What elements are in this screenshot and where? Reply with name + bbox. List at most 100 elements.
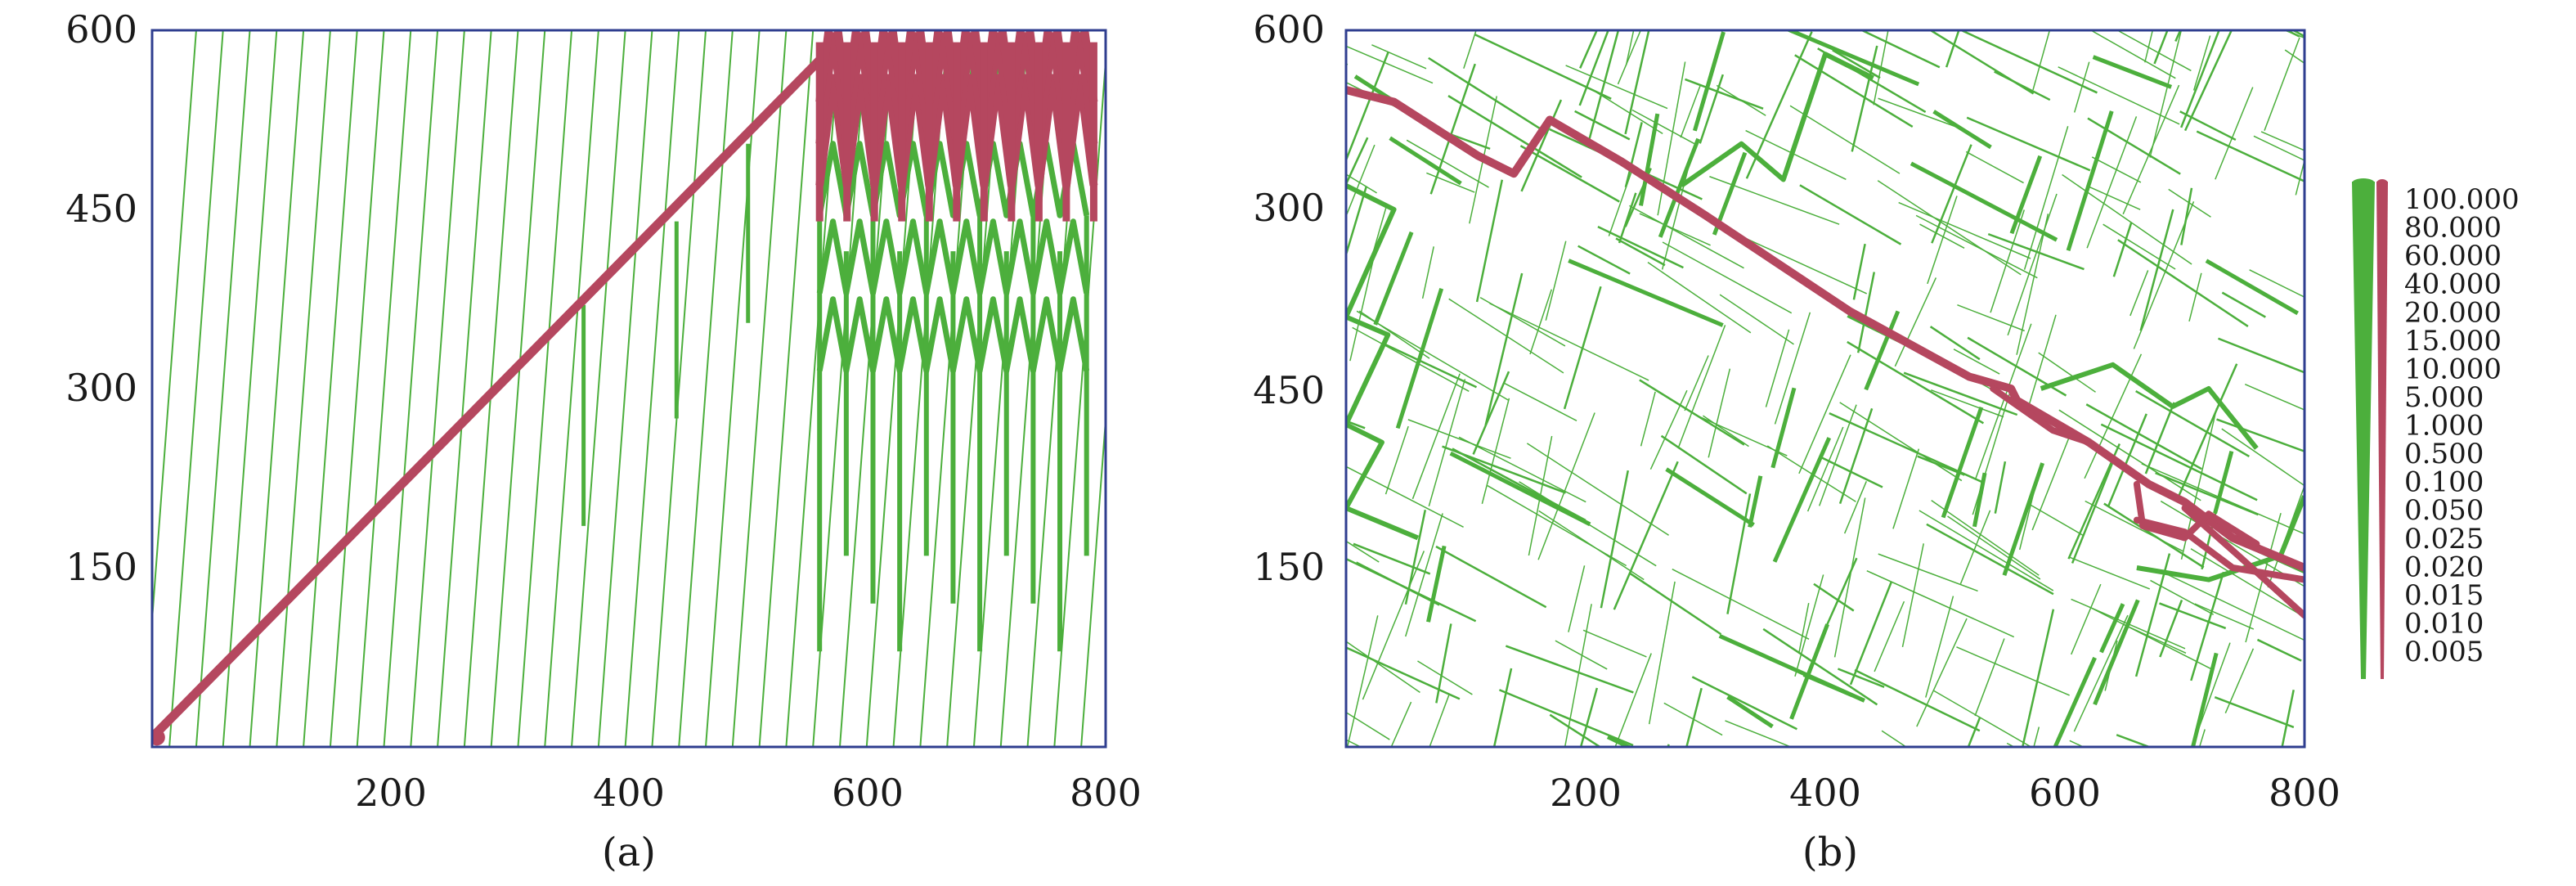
panel-a-xtick: 400 — [593, 771, 665, 815]
fracture-segment — [2069, 556, 2151, 590]
fracture-segment — [2066, 110, 2114, 251]
fracture-segment — [1435, 545, 1547, 609]
fracture-segment — [1371, 44, 1427, 70]
fracture-segment — [1789, 623, 1829, 720]
fracture-segment — [2085, 500, 2184, 552]
fracture-segment — [1838, 407, 1874, 504]
fracture-segment — [2216, 418, 2304, 452]
fracture-segment — [1487, 484, 1627, 567]
fracture-segment — [1349, 260, 1374, 362]
fracture-segment — [1649, 389, 1688, 470]
fracture-segment — [1839, 402, 1963, 482]
fracture-segment — [2267, 483, 2304, 588]
fracture-segment — [1617, 30, 1642, 85]
fracture-segment — [1859, 30, 1941, 69]
legend-label: 1.000 — [2404, 410, 2484, 443]
fracture-segment — [1597, 225, 1684, 269]
fracture-segment — [2177, 363, 2238, 499]
fracture-segment — [1582, 629, 1647, 658]
fracture-segment — [1691, 676, 1797, 731]
fracture-segment — [1615, 237, 1666, 267]
fracture-segment — [2194, 603, 2255, 630]
fracture-segment — [1579, 30, 1599, 69]
fracture-segment — [1640, 391, 1656, 447]
legend-label: 10.000 — [2404, 353, 2502, 385]
fracture-segment — [1726, 493, 1752, 614]
fracture-segment — [2256, 638, 2302, 662]
fracture-segment — [2023, 126, 2069, 270]
fracture-segment — [1852, 243, 1866, 300]
fracture-segment — [1629, 205, 1744, 269]
fracture-segment — [1505, 645, 1634, 694]
fracture-segment — [2129, 270, 2149, 317]
fracture-segment — [1346, 646, 1461, 700]
fracture-segment — [1352, 326, 1470, 392]
legend-label: 0.005 — [2404, 636, 2484, 668]
fracture-segment — [1929, 326, 1981, 361]
fracture-segment — [1520, 99, 1563, 192]
flow-path-branch — [2133, 480, 2260, 547]
fracture-segment — [1346, 63, 1349, 70]
fracture-segment — [1994, 461, 2007, 514]
fracture-segment — [731, 30, 788, 747]
fracture-segment — [2149, 30, 2183, 158]
fracture-segment — [1832, 49, 1881, 79]
fracture-segment — [1685, 687, 1703, 747]
fracture-segment — [1903, 371, 2018, 416]
panel-b-ytick: 300 — [1253, 186, 1325, 230]
fracture-segment — [1878, 97, 1962, 129]
fracture-segment — [1618, 192, 1637, 244]
fracture-segment — [1565, 65, 1668, 110]
fracture-segment — [1614, 653, 1652, 747]
fracture-segment — [2153, 30, 2169, 65]
fracture-segment — [1586, 30, 1620, 146]
fracture-segment — [1941, 407, 1984, 519]
fracture-segment — [1108, 30, 1162, 747]
fracture-segment — [1894, 277, 1937, 367]
fracture-segment — [2099, 603, 2125, 654]
fracture-segment — [1967, 717, 1981, 747]
legend-label: 0.500 — [2404, 438, 2484, 470]
fracture-segment — [1794, 54, 1914, 128]
flow-path-main — [1346, 86, 2304, 572]
connected-fracture-path — [1346, 183, 1420, 541]
fracture-segment — [2016, 214, 2049, 355]
fracture-segment — [1528, 435, 1553, 556]
fracture-segment — [1813, 582, 1855, 612]
fracture-segment — [2086, 116, 2138, 249]
fracture-segment — [1974, 638, 2005, 717]
fracture-segment — [2103, 223, 2176, 270]
fracture-segment — [1765, 329, 1790, 407]
fracture-segment — [2135, 389, 2250, 458]
fracture-segment — [1843, 481, 1867, 534]
fracture-segment — [2253, 135, 2304, 161]
fracture-segment — [1947, 515, 2041, 580]
fracture-segment — [2205, 259, 2299, 316]
fracture-segment — [1426, 172, 1475, 193]
fracture-segment — [2221, 428, 2304, 487]
connected-fracture-path — [2040, 362, 2259, 450]
fracture-segment — [2249, 269, 2304, 299]
fracture-segment — [2190, 652, 2219, 747]
fracture-segment — [1452, 447, 1586, 522]
fracture-segment — [2180, 30, 2220, 128]
fracture-segment — [2058, 66, 2180, 125]
legend-label: 20.000 — [2404, 296, 2502, 329]
fracture-segment — [1407, 419, 1511, 459]
fracture-segment — [1873, 30, 1889, 106]
fracture-segment — [2188, 272, 2202, 322]
legend-label: 100.000 — [2404, 183, 2520, 216]
fracture-segment — [2198, 729, 2206, 747]
fracture-segment — [1672, 569, 1810, 640]
fracture-segment — [2281, 690, 2295, 747]
fracture-segment — [2007, 193, 2058, 336]
fracture-segment — [1648, 581, 1676, 725]
fracture-segment — [2085, 403, 2202, 470]
legend-labels: 100.00080.00060.00040.00020.00015.00010.… — [2404, 183, 2520, 668]
fracture-segment — [1353, 542, 1431, 575]
fracture-segment — [1866, 570, 2015, 638]
fracture-segment — [2088, 186, 2141, 210]
fracture-segment — [2159, 602, 2227, 630]
fracture-segment — [2092, 55, 2173, 89]
fracture-segment — [1856, 272, 1876, 353]
